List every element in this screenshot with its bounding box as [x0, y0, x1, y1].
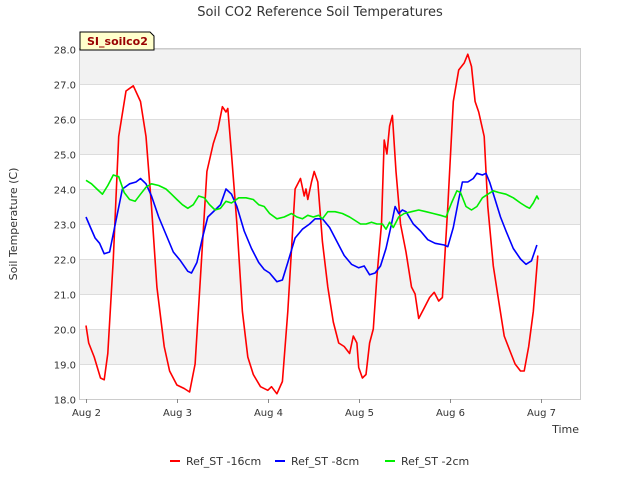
series-line [85, 174, 540, 230]
site-label-box: SI_soilco2 [79, 31, 155, 51]
plot-frame [79, 48, 581, 400]
x-tick-label: Aug 5 [345, 408, 374, 419]
x-tick-label: Aug 7 [527, 408, 556, 419]
y-tick-label: 18.0 [54, 396, 76, 407]
background-band [80, 329, 580, 364]
series-line [85, 172, 538, 283]
x-axis-label: Time [551, 423, 579, 436]
series-lines [85, 53, 540, 395]
y-tick-label: 20.0 [54, 326, 76, 337]
y-tick-label: 19.0 [54, 361, 76, 372]
x-tick-label: Aug 3 [163, 408, 192, 419]
x-tick-label: Aug 6 [436, 408, 465, 419]
y-axis-ticks: 18.0 19.0 20.0 21.0 22.0 23.0 24.0 25.0 26.0 27.0… [54, 46, 76, 407]
x-tick-label: Aug 2 [72, 408, 101, 419]
y-tick-label: 24.0 [54, 186, 76, 197]
y-tick-label: 26.0 [54, 116, 76, 127]
site-label: SI_soilco2 [87, 35, 148, 48]
grid-lines [80, 49, 580, 400]
y-tick-label: 27.0 [54, 81, 76, 92]
plot-background-bands [80, 49, 580, 364]
y-tick-label: 22.0 [54, 256, 76, 267]
legend-label: Ref_ST -2cm [401, 455, 469, 468]
chart-title: Soil CO2 Reference Soil Temperatures [197, 5, 443, 20]
x-tick-label: Aug 4 [254, 408, 283, 419]
y-tick-label: 23.0 [54, 221, 76, 232]
legend-label: Ref_ST -16cm [186, 455, 261, 468]
background-band [80, 49, 580, 84]
legend-label: Ref_ST -8cm [291, 455, 359, 468]
x-axis-ticks: Aug 2 Aug 3 Aug 4 Aug 5 Aug 6 Aug 7 [72, 399, 556, 419]
background-band [80, 119, 580, 154]
y-axis-label: Soil Temperature (C) [7, 168, 20, 281]
y-tick-label: 25.0 [54, 151, 76, 162]
series-line [85, 53, 539, 395]
y-tick-label: 28.0 [54, 46, 76, 57]
legend: Ref_ST -16cm Ref_ST -8cm Ref_ST -2cm [170, 455, 469, 468]
y-tick-label: 21.0 [54, 291, 76, 302]
